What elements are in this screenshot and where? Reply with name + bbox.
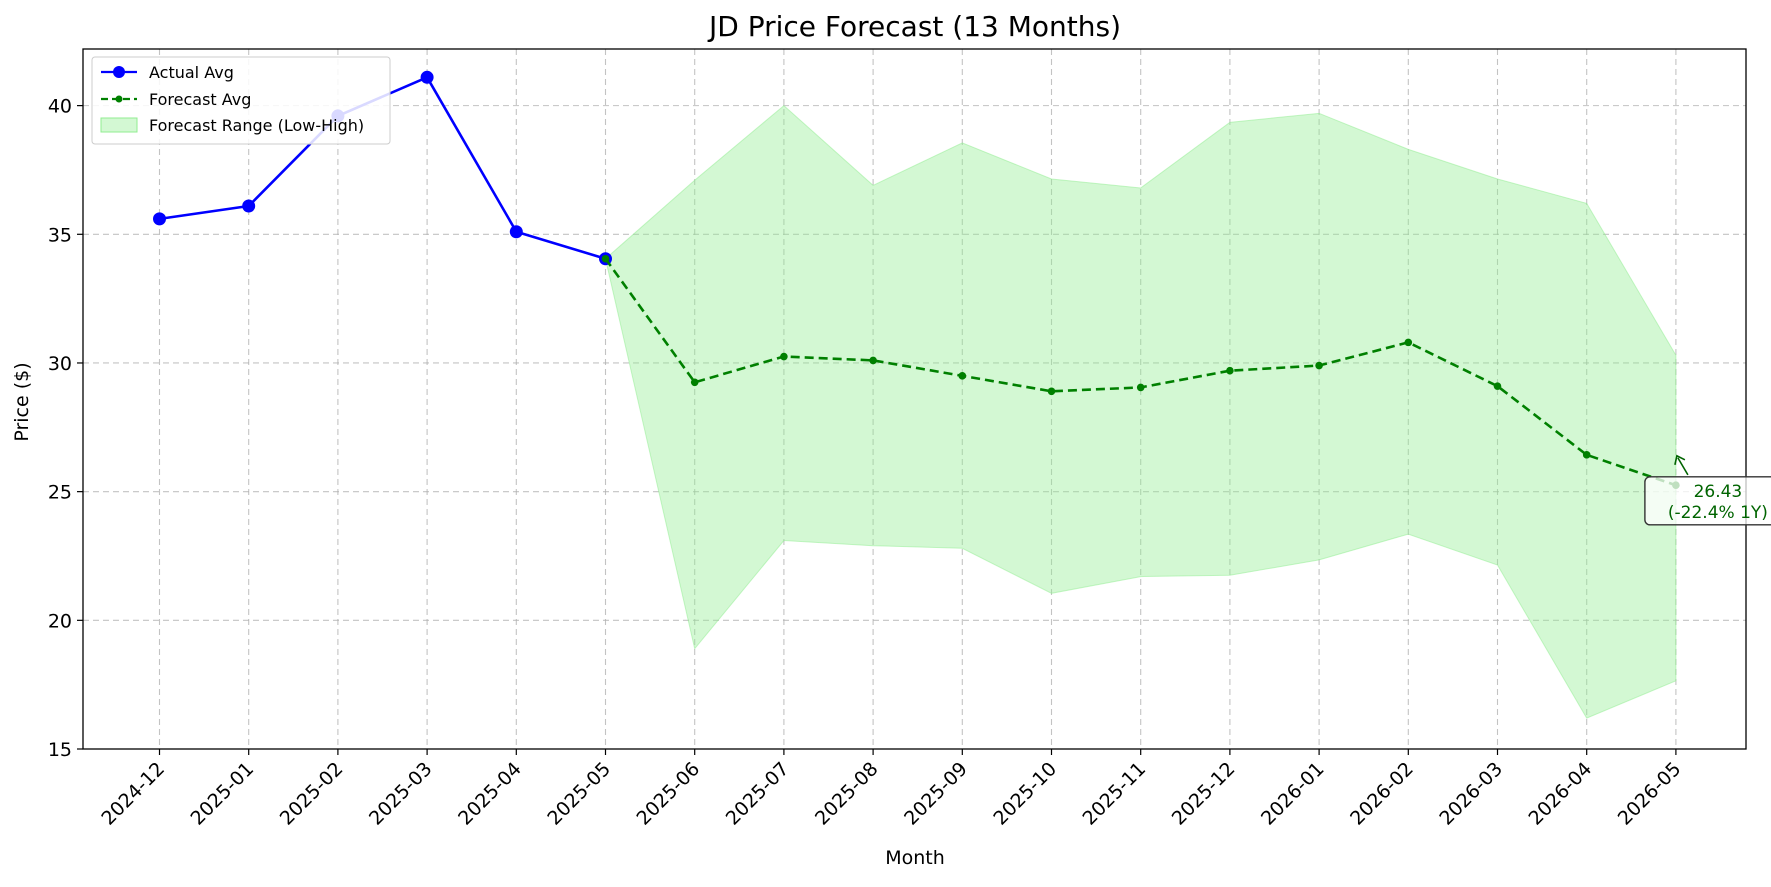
legend-item-actual: Actual Avg <box>101 63 234 82</box>
x-axis-label: Month <box>885 847 945 869</box>
legend-label-forecast: Forecast Avg <box>149 90 251 109</box>
actual-avg-point <box>509 225 523 239</box>
x-tick-label: 2026-02 <box>1346 758 1418 830</box>
legend-swatch-range <box>100 117 138 133</box>
legend-item-range: Forecast Range (Low-High) <box>100 116 364 135</box>
x-tick-label: 2025-09 <box>900 758 972 830</box>
x-tick-label: 2025-12 <box>1168 758 1240 830</box>
actual-avg-point <box>420 70 434 84</box>
y-tick-label: 30 <box>48 353 72 375</box>
forecast-avg-point <box>1226 366 1234 375</box>
x-tick-label: 2025-07 <box>722 758 794 830</box>
actual-avg-point <box>153 212 166 226</box>
x-tick-label: 2025-08 <box>811 758 883 830</box>
x-tick-label: 2025-04 <box>454 758 526 830</box>
forecast-avg-point <box>601 254 610 263</box>
x-tick-label: 2025-11 <box>1079 758 1151 830</box>
legend-label-actual: Actual Avg <box>149 63 234 82</box>
y-tick-label: 40 <box>48 96 72 118</box>
legend-frame <box>91 56 391 145</box>
legend-item-forecast: Forecast Avg <box>101 90 251 109</box>
legend-label-range: Forecast Range (Low-High) <box>149 116 364 135</box>
forecast-avg-point <box>1136 383 1145 392</box>
forecast-range-area <box>604 104 1677 719</box>
x-tick-label: 2025-03 <box>365 758 437 830</box>
x-tick-label: 2025-01 <box>187 758 259 830</box>
annotation-arrow-line <box>1677 457 1689 476</box>
forecast-avg-point <box>1404 338 1413 347</box>
actual-avg-point <box>242 199 256 213</box>
x-tick-label: 2026-04 <box>1525 758 1597 830</box>
forecast-annotation: 26.43(-22.4% 1Y) <box>1644 454 1771 526</box>
y-tick-label: 25 <box>48 482 72 504</box>
forecast-avg-point <box>780 352 788 361</box>
plot-frame <box>82 48 1747 750</box>
y-tick-label: 35 <box>48 224 72 246</box>
x-tick-label: 2026-01 <box>1257 758 1329 830</box>
x-tick-label: 2025-10 <box>989 758 1061 830</box>
x-tick-label: 2026-03 <box>1435 758 1507 830</box>
y-axis-label: Price ($) <box>11 362 33 441</box>
x-tick-label: 2026-05 <box>1614 758 1686 830</box>
forecast-avg-series <box>601 254 1680 490</box>
chart-title: JD Price Forecast (13 Months) <box>707 10 1121 43</box>
x-tick-label: 2025-05 <box>543 758 615 830</box>
legend-marker-actual <box>113 66 125 78</box>
x-tick-label: 2025-02 <box>276 758 348 830</box>
x-tick-label: 2025-06 <box>633 758 705 830</box>
y-tick-label: 20 <box>48 610 72 632</box>
annotation-value: 26.43 <box>1694 482 1743 502</box>
legend-marker-forecast <box>115 95 123 103</box>
annotation-arrowhead <box>1674 454 1686 466</box>
y-tick-label: 15 <box>48 739 72 761</box>
annotation-box <box>1644 476 1771 526</box>
forecast-avg-point <box>1582 451 1591 459</box>
forecast-avg-point <box>1047 387 1056 396</box>
forecast-range-band <box>604 104 1677 719</box>
forecast-avg-point <box>1493 382 1502 390</box>
x-tick-label: 2024-12 <box>97 758 169 830</box>
forecast-avg-point <box>958 372 967 380</box>
forecast-avg-point <box>869 356 877 365</box>
forecast-avg-point <box>690 378 699 387</box>
annotation-change: (-22.4% 1Y) <box>1668 503 1768 523</box>
forecast-avg-point <box>1315 361 1323 370</box>
legend: Actual Avg Forecast Avg Forecast Range (… <box>91 56 391 145</box>
